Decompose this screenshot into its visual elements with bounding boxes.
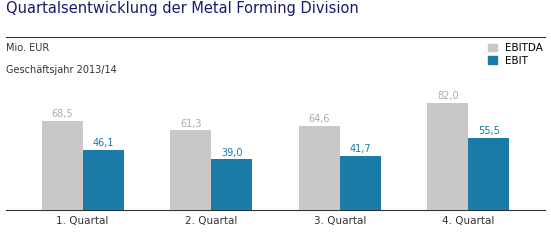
Text: 39,0: 39,0 bbox=[221, 148, 242, 158]
Text: Geschäftsjahr 2013/14: Geschäftsjahr 2013/14 bbox=[6, 65, 116, 75]
Legend: EBITDA, EBIT: EBITDA, EBIT bbox=[489, 43, 543, 65]
Text: 61,3: 61,3 bbox=[180, 119, 202, 129]
Bar bbox=[340, 156, 381, 210]
Text: 55,5: 55,5 bbox=[478, 126, 500, 136]
Text: 46,1: 46,1 bbox=[93, 138, 114, 148]
Bar bbox=[170, 130, 211, 210]
Text: 41,7: 41,7 bbox=[349, 144, 371, 154]
Bar bbox=[41, 121, 83, 210]
Text: Mio. EUR: Mio. EUR bbox=[6, 43, 48, 53]
Bar bbox=[299, 126, 340, 210]
Text: Quartalsentwicklung der Metal Forming Division: Quartalsentwicklung der Metal Forming Di… bbox=[6, 1, 358, 16]
Text: 64,6: 64,6 bbox=[309, 114, 330, 124]
Bar bbox=[83, 150, 124, 210]
Bar bbox=[427, 103, 468, 210]
Bar bbox=[211, 159, 252, 210]
Bar bbox=[468, 138, 510, 210]
Text: 82,0: 82,0 bbox=[437, 92, 458, 102]
Text: 68,5: 68,5 bbox=[51, 109, 73, 119]
